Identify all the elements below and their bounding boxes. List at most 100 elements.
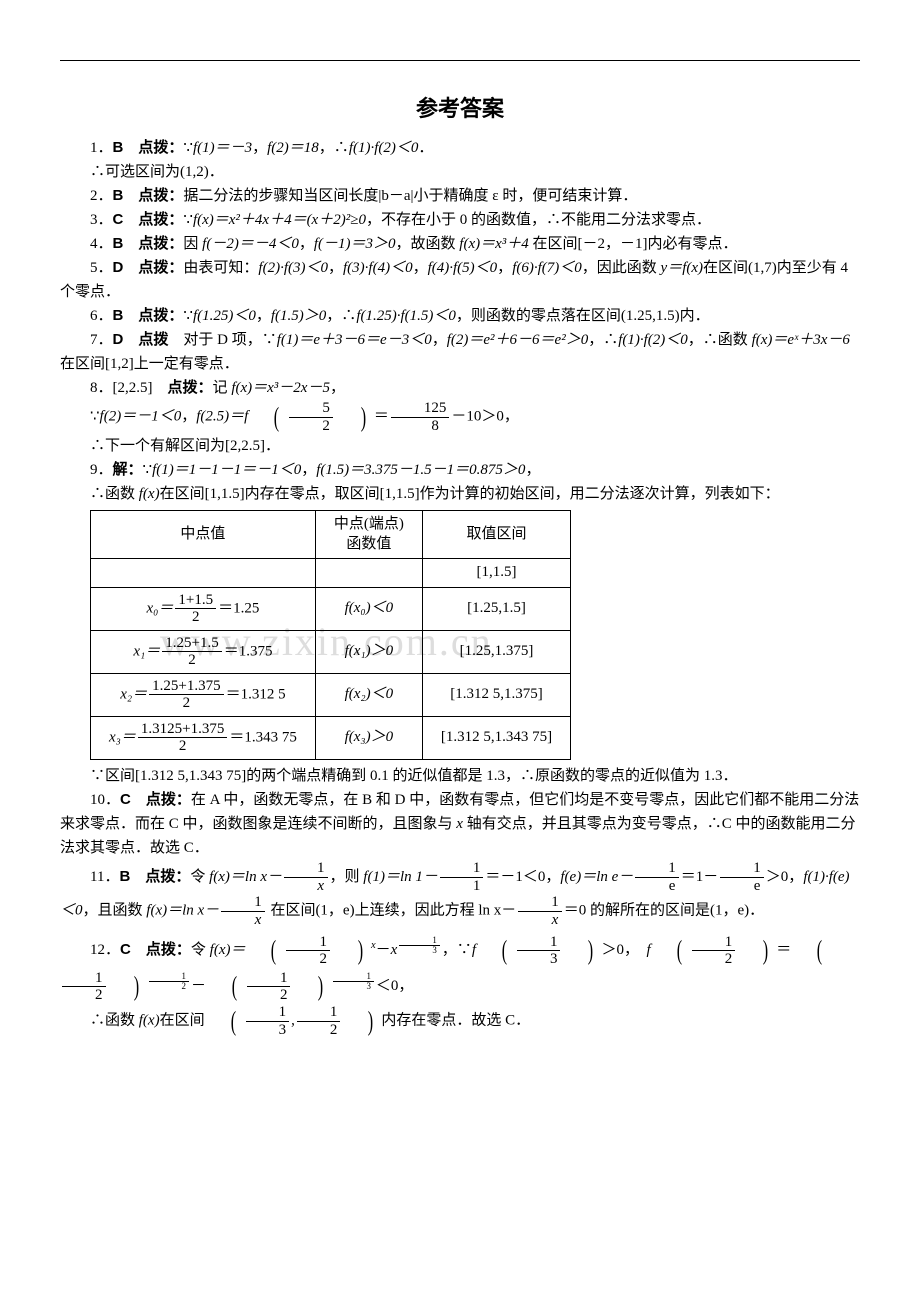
cell: [1.312 5,1.375] [422, 673, 570, 716]
q-num: 8 [90, 380, 98, 396]
text: －10＞0， [451, 409, 519, 425]
expr: f(2)·f(3)＜0 [258, 260, 328, 276]
q-num: 3 [90, 212, 98, 228]
expr: f(x)＝ [210, 942, 246, 958]
paren: ) [745, 937, 768, 964]
fraction: 12 [297, 1004, 341, 1038]
fraction: 13 [246, 1004, 290, 1038]
text: 因 [183, 236, 202, 252]
answer-letter: B [113, 139, 124, 156]
paren: ) [115, 973, 138, 1000]
paren: ) [300, 973, 323, 1000]
period: ． [418, 140, 433, 156]
expr: f(2.5)＝ [196, 409, 244, 425]
answer-3: 3．C 点拨：∵f(x)＝x²＋4x＋4＝(x＋2)²≥0，不存在小于 0 的函… [60, 208, 860, 232]
text: ∵ [183, 140, 193, 156]
table-row: x₃＝1.3125+1.3752＝1.343 75 f(x₃)＞0 [1.312… [91, 716, 571, 759]
expr: y＝f(x) [661, 260, 703, 276]
expr: f(1.25)·f(1.5)＜0 [356, 308, 456, 324]
cell: f(x₂)＜0 [315, 673, 422, 716]
expr: f(1)＝1－1－1＝－1＜0 [152, 462, 301, 478]
expr: f(x) [139, 1013, 160, 1029]
cell: [1.25,1.5] [422, 587, 570, 630]
answer-letter: D [113, 331, 124, 348]
text: ∵ [183, 212, 193, 228]
expr: f(x)＝ln x－ [146, 903, 219, 919]
page-top-rule [60, 60, 860, 61]
fraction: 11 [440, 860, 484, 894]
text: ＝1－ [681, 869, 719, 885]
bisection-table: 中点值 中点(端点)函数值 取值区间 [1,1.5] x₀＝1+1.52＝1.2… [90, 510, 571, 760]
cell: x₃＝1.3125+1.3752＝1.343 75 [91, 716, 316, 759]
answer-1b: ∴可选区间为(1,2)． [60, 160, 860, 184]
expr: f(1)＝ln 1－ [363, 869, 438, 885]
expr: f(6)·f(7)＜0 [512, 260, 582, 276]
text: ，且函数 [83, 903, 147, 919]
cell: x₀＝1+1.52＝1.25 [91, 587, 316, 630]
text: ∵ [90, 409, 100, 425]
text: 对于 D 项，∵ [168, 332, 276, 348]
fraction: 1x [284, 860, 328, 894]
text: 记 [213, 380, 232, 396]
table-row: x₀＝1+1.52＝1.25 f(x₀)＜0 [1.25,1.5] [91, 587, 571, 630]
expr: f(3)·f(4)＜0 [343, 260, 413, 276]
table-row: [1,1.5] [91, 559, 571, 588]
col-interval: 取值区间 [422, 511, 570, 559]
text: 令 [190, 869, 209, 885]
col-value: 中点(端点)函数值 [315, 511, 422, 559]
expr: f(4)·f(5)＜0 [428, 260, 498, 276]
hint-label: 点拨： [145, 868, 190, 885]
exponent: 12 [147, 976, 191, 987]
expr: f(2)＝－1＜0 [100, 409, 182, 425]
q-num: 1 [90, 140, 98, 156]
text: ＞0， [766, 869, 804, 885]
sep: ， [330, 380, 345, 396]
sep: ， [299, 236, 314, 252]
expr: f(1)·f(2)＜0 [349, 140, 419, 156]
fraction: 12 [62, 970, 106, 1004]
sep: ，∴ [319, 140, 349, 156]
answer-12b: ∴函数 f(x)在区间(13,12)内存在零点．故选 C． [60, 1004, 860, 1038]
sep: ， [301, 462, 316, 478]
expr: f(1)＝e＋3－6＝e－3＜0 [277, 332, 432, 348]
text: 在区间 [160, 1013, 205, 1029]
fraction: 12 [286, 934, 330, 968]
answer-5: 5．D 点拨：由表可知：f(2)·f(3)＜0，f(3)·f(4)＜0，f(4)… [60, 256, 860, 304]
paren: ( [212, 1008, 235, 1035]
text: 据二分法的步骤知当区间长度|b－a|小于精确度 ε 时，便可结束计算． [183, 188, 637, 204]
expr: f [244, 409, 248, 425]
text: ∵ [183, 308, 193, 324]
expr: f(1.5)＝3.375－1.5－1＝0.875＞0 [316, 462, 525, 478]
expr: f(e)＝ln e－ [560, 869, 633, 885]
cell: [1,1.5] [422, 559, 570, 588]
fraction: 1x [518, 894, 562, 928]
sep: ，∴ [326, 308, 356, 324]
sep: ， [525, 462, 540, 478]
cell: f(x₃)＞0 [315, 716, 422, 759]
text: ＜0， [376, 978, 414, 994]
hint-label: 点拨： [146, 791, 191, 808]
expr: f(1)＝－3 [193, 140, 252, 156]
paren: ( [799, 937, 822, 964]
col-midpoint: 中点值 [91, 511, 316, 559]
answer-10: 10．C 点拨：在 A 中，函数无零点，在 B 和 D 中，函数有零点，但它们均… [60, 788, 860, 860]
answer-letter: C [113, 211, 124, 228]
expr: f(1)·f(2)＜0 [618, 332, 688, 348]
answer-9b: ∴函数 f(x)在区间[1,1.5]内存在零点，取区间[1,1.5]作为计算的初… [60, 482, 860, 506]
sep: ，∵ [442, 942, 472, 958]
text: ，则 [330, 869, 364, 885]
exponent: 13 [331, 976, 375, 987]
fraction: 52 [289, 400, 333, 434]
text: 由表可知： [183, 260, 258, 276]
comma: , [291, 1013, 295, 1029]
q-num: 9 [90, 462, 98, 478]
answer-4: 4．B 点拨：因 f(－2)＝－4＜0，f(－1)＝3＞0，故函数 f(x)＝x… [60, 232, 860, 256]
eq: ＝ [776, 942, 791, 958]
paren: ) [570, 937, 593, 964]
expr: f(x)＝ln x－ [209, 869, 282, 885]
text: 在区间[1,2]上一定有零点． [60, 356, 239, 372]
fraction: 12 [692, 934, 736, 968]
answer-9c: ∵区间[1.312 5,1.343 75]的两个端点精确到 0.1 的近似值都是… [60, 764, 860, 788]
text: ∴函数 [90, 1013, 139, 1029]
expr: f(2)＝18 [267, 140, 319, 156]
